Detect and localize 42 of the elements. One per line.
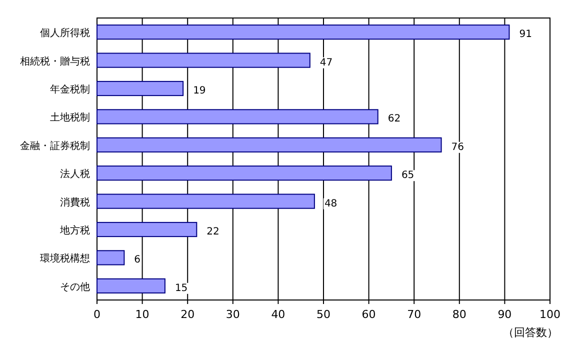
data-label: 48	[324, 198, 338, 210]
y-tick-label: 法人税	[60, 168, 90, 180]
data-label: 47	[320, 57, 333, 68]
data-label: 91	[519, 29, 532, 40]
data-label: 62	[388, 114, 401, 125]
y-tick-label: 土地税制	[50, 112, 90, 124]
data-label: 65	[401, 170, 414, 182]
x-tick-label: 20	[180, 308, 195, 321]
x-tick-label: 40	[271, 308, 286, 321]
x-tick-label: 0	[94, 308, 100, 321]
bar	[96, 222, 198, 238]
bar	[96, 166, 392, 181]
data-label: 76	[451, 142, 464, 153]
bar	[96, 194, 315, 209]
x-tick-label: 50	[316, 308, 330, 321]
x-tick-label: 100	[540, 308, 560, 321]
bar	[96, 250, 125, 266]
bar	[96, 278, 166, 294]
y-tick-label: 環境税構想	[40, 252, 90, 265]
y-tick-label: その他	[60, 280, 90, 293]
bar	[96, 52, 310, 68]
x-tick-label: 10	[135, 308, 150, 321]
data-label: 22	[206, 226, 220, 238]
y-tick-label: 個人所得税	[40, 27, 90, 40]
data-label: 15	[174, 282, 188, 294]
x-tick-label: 90	[498, 308, 512, 321]
bar	[96, 137, 442, 152]
y-tick-label: 地方税	[59, 224, 90, 236]
x-tick-label: 30	[226, 308, 240, 321]
y-tick-label: 金融・証券税制	[20, 140, 90, 152]
bar	[96, 80, 184, 96]
bar	[96, 109, 378, 124]
y-tick-label: 消費税	[60, 196, 90, 208]
y-tick-label: 相続税・贈与税	[20, 55, 90, 68]
x-tick-label: 80	[452, 308, 466, 321]
x-tick-label: 70	[407, 308, 422, 321]
x-tick-label: 60	[362, 308, 376, 321]
data-label: 19	[193, 86, 206, 96]
y-tick-label: 年金税制	[50, 84, 90, 96]
bar	[96, 24, 510, 40]
x-axis-title: （回答数）	[503, 326, 558, 339]
data-label: 6	[134, 254, 141, 266]
